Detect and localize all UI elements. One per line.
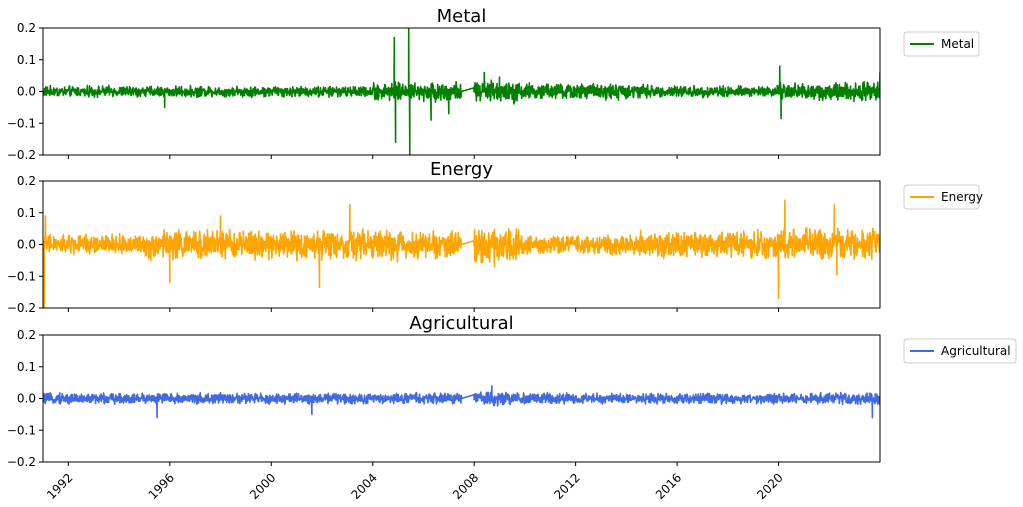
- legend-label: Energy: [941, 190, 983, 204]
- x-tick-label: 2020: [754, 471, 785, 502]
- x-tick-label: 2004: [348, 471, 379, 502]
- plot-frame: [42, 27, 881, 156]
- x-tick-label: 2008: [450, 471, 481, 502]
- x-tick-label: 2000: [247, 471, 278, 502]
- series-line-agricultural: [43, 385, 880, 419]
- plot-frame: [42, 334, 881, 463]
- panel-title: Agricultural: [409, 313, 513, 334]
- y-tick-label: −0.2: [7, 301, 36, 315]
- legend-label: Metal: [941, 37, 974, 51]
- x-tick-label: 1996: [146, 471, 177, 502]
- y-tick-label: 0.1: [17, 53, 36, 67]
- legend-box: [903, 338, 1017, 364]
- panel-metal: Metal −0.2 −0.1 0.0 0.1 0.2 Metal: [7, 6, 980, 162]
- legend-box: [903, 184, 980, 210]
- plot-frame: [42, 180, 881, 309]
- y-tick-label: −0.2: [7, 455, 36, 469]
- panel-title: Metal: [437, 6, 487, 27]
- x-tick-label: 2016: [653, 471, 684, 502]
- y-tick-label: 0.0: [17, 392, 36, 406]
- y-tick-label: −0.1: [7, 116, 36, 130]
- legend-label: Agricultural: [941, 344, 1011, 358]
- panel-agricultural: Agricultural −0.2 −0.1 0.0 0.1 0.2 1992 1996 200…: [7, 313, 1017, 502]
- y-tick-label: 0.2: [17, 328, 36, 342]
- panel-title: Energy: [430, 159, 493, 180]
- y-tick-label: 0.1: [17, 360, 36, 374]
- x-tick-label: 1992: [44, 471, 75, 502]
- y-tick-label: 0.2: [17, 174, 36, 188]
- y-tick-label: −0.1: [7, 269, 36, 283]
- legend-box: [903, 31, 980, 57]
- legend: Agricultural: [903, 338, 1017, 364]
- y-tick-label: 0.0: [17, 238, 36, 252]
- y-tick-label: −0.2: [7, 148, 36, 162]
- x-tick-label: 2012: [551, 471, 582, 502]
- y-tick-label: 0.2: [17, 21, 36, 35]
- legend: Metal: [903, 31, 980, 57]
- series-line-energy: [43, 199, 880, 308]
- legend: Energy: [903, 184, 983, 210]
- y-tick-label: 0.1: [17, 206, 36, 220]
- y-tick-label: −0.1: [7, 423, 36, 437]
- series-line-metal: [43, 28, 880, 155]
- panel-energy: Energy −0.2 −0.1 0.0 0.1 0.2 Energy: [7, 159, 983, 315]
- y-tick-label: 0.0: [17, 85, 36, 99]
